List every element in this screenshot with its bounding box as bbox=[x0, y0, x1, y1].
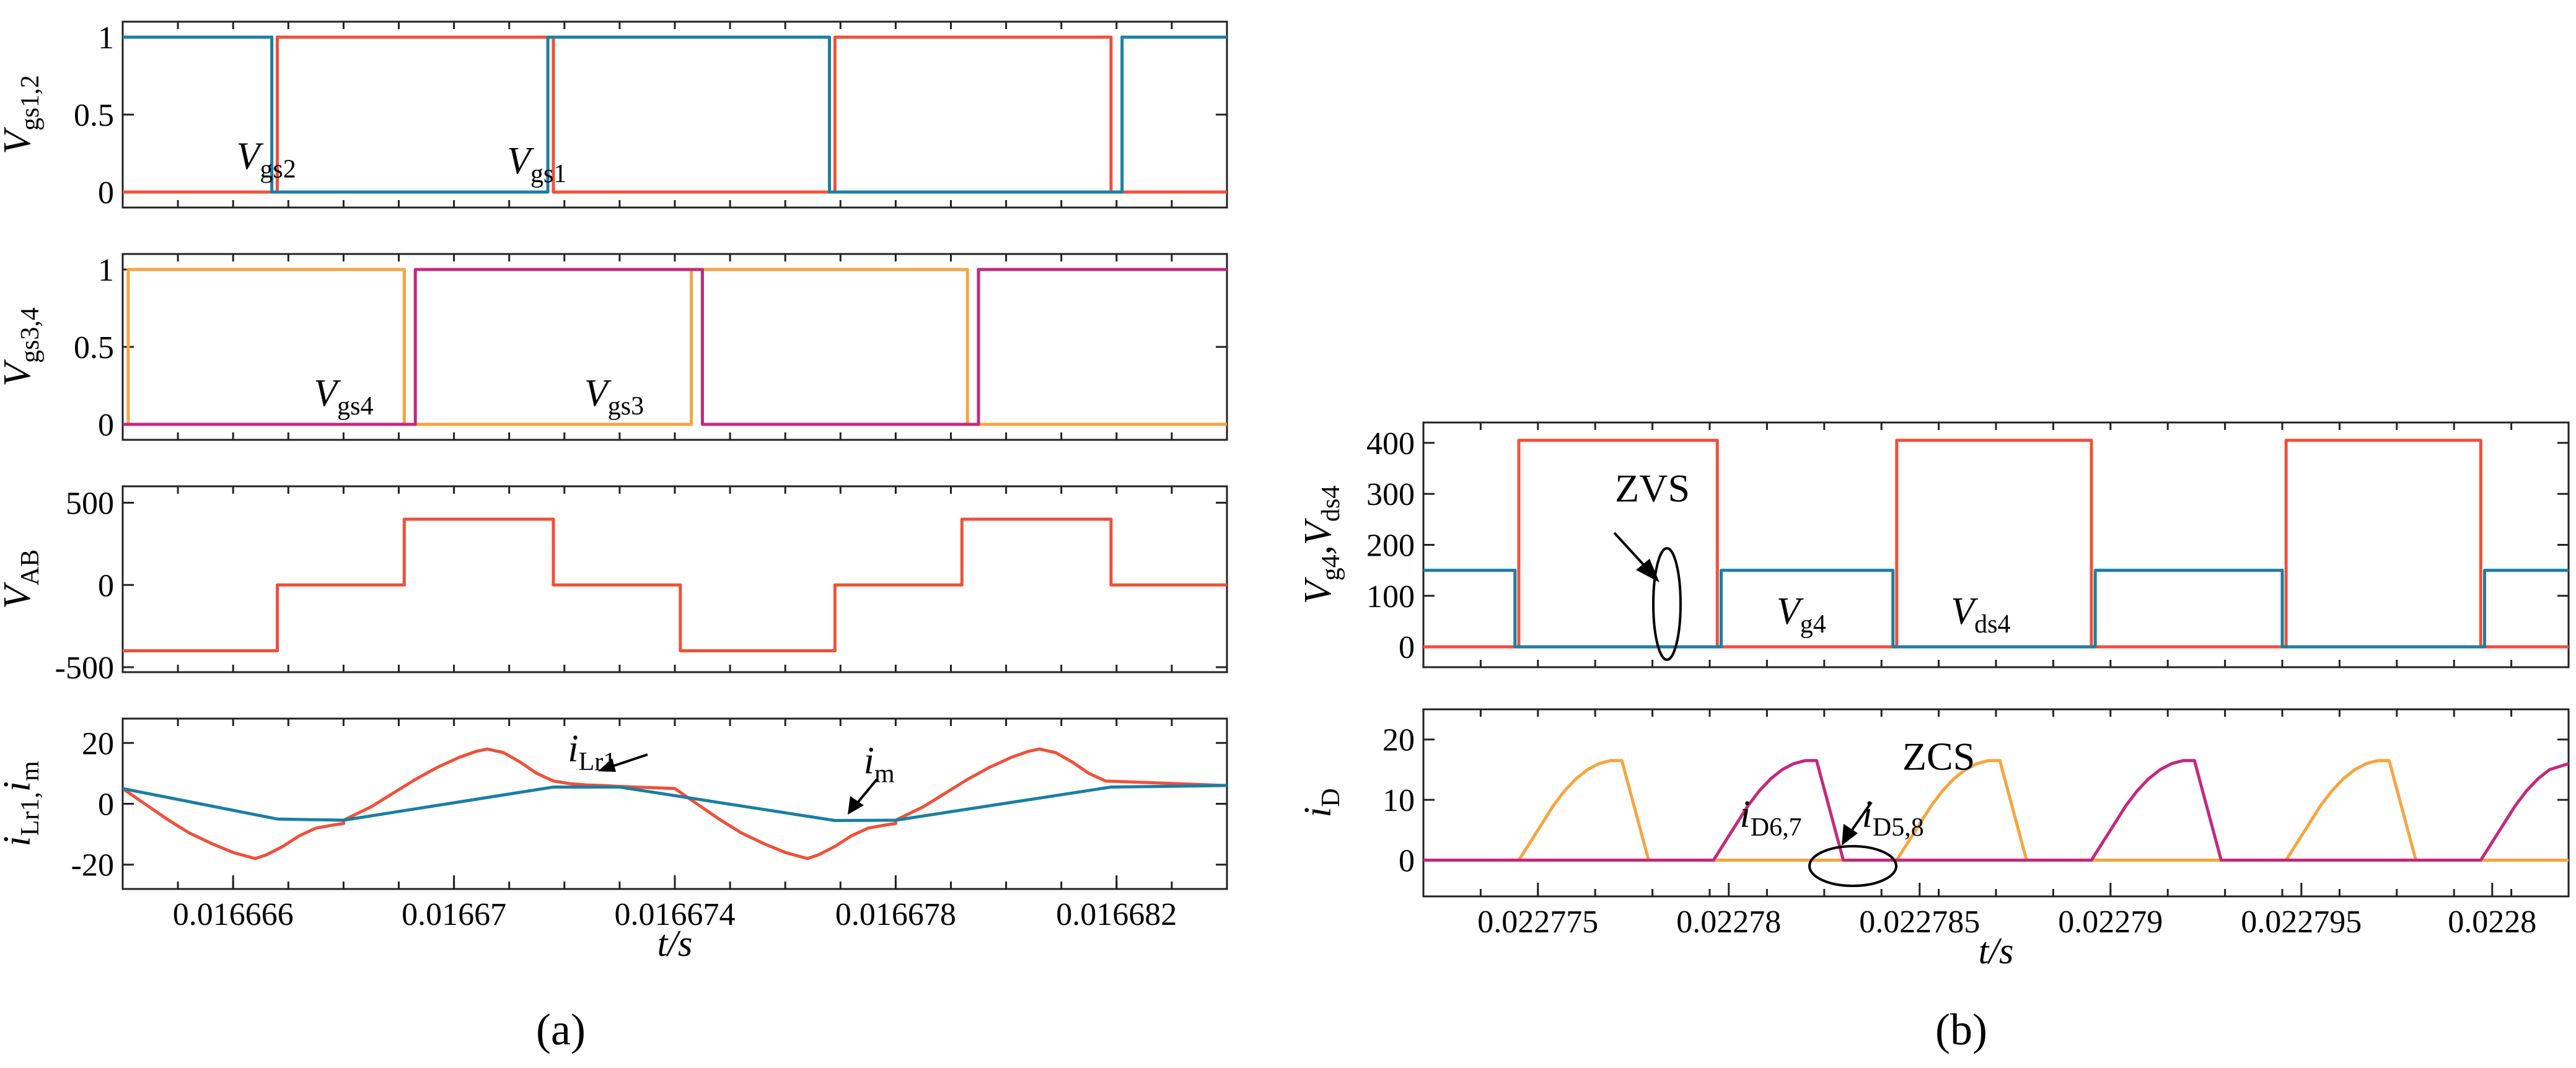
chart-ilr1-im: -20 0 20 0.016666 0.01667 0.016674 0.016678 0.0… bbox=[0, 717, 1228, 964]
series-vab bbox=[123, 517, 1227, 652]
series-vgs4 bbox=[123, 268, 1227, 426]
vgs1-label: Vgs1 bbox=[507, 140, 566, 188]
y-tick-label: 20 bbox=[1383, 723, 1415, 758]
plot-frame bbox=[121, 485, 1228, 673]
y-tick-label: 1 bbox=[98, 253, 114, 288]
zvs-ellipse bbox=[1652, 547, 1682, 661]
y-axis-label: Vgs1,2 bbox=[0, 75, 45, 154]
plot-frame bbox=[121, 253, 1228, 441]
series-vgs3 bbox=[123, 268, 1227, 426]
im-arrow-line bbox=[855, 778, 878, 805]
series-id5-8 bbox=[1423, 759, 2569, 862]
plot-frame bbox=[1422, 708, 2570, 898]
y-tick-label: 20 bbox=[82, 726, 114, 761]
x-axis-label: t/s bbox=[657, 923, 693, 964]
vgs3-label: Vgs3 bbox=[584, 372, 644, 421]
series-vg4 bbox=[1423, 569, 2569, 649]
zvs-arrow-head bbox=[1636, 559, 1659, 582]
y-axis-label: Vg4,Vds4 bbox=[1297, 486, 1345, 605]
y-tick-label: 400 bbox=[1366, 426, 1415, 462]
id58-label: iD5,8 bbox=[1862, 794, 1924, 842]
x-tick-label: 0.02278 bbox=[1676, 904, 1781, 940]
zvs-arrow-line bbox=[1613, 532, 1650, 571]
y-tick-label: 500 bbox=[66, 486, 114, 522]
x-axis-label: t/s bbox=[1979, 930, 2014, 971]
x-tick-label: 0.016674 bbox=[615, 897, 736, 932]
vgs2-label: Vgs2 bbox=[237, 136, 296, 184]
panel-label-a: (a) bbox=[536, 1005, 586, 1054]
x-tick-label: 0.022795 bbox=[2241, 904, 2362, 940]
zcs-ellipse bbox=[1808, 845, 1897, 887]
x-tick-label: 0.0228 bbox=[2448, 904, 2536, 940]
chart-vgs12: 0 0.5 1 Vgs1,2 Vgs1 Vgs2 bbox=[0, 20, 1228, 211]
y-tick-label: 0 bbox=[98, 568, 114, 603]
zvs-marker bbox=[1613, 532, 1682, 661]
y-tick-label: -20 bbox=[71, 848, 114, 883]
series-vgs1 bbox=[123, 35, 1227, 194]
y-tick-label: 0 bbox=[98, 175, 114, 211]
zcs-arrow-head bbox=[1842, 824, 1858, 846]
y-tick-label: 10 bbox=[1383, 783, 1415, 818]
y-tick-label: 0 bbox=[1399, 630, 1415, 665]
y-axis-label: Vgs3,4 bbox=[0, 307, 45, 387]
y-tick-label: 0.5 bbox=[74, 330, 114, 365]
x-tick-label: 0.022785 bbox=[1859, 904, 1980, 940]
zcs-label: ZCS bbox=[1902, 734, 1975, 778]
chart-vab: -500 0 500 VAB bbox=[0, 485, 1228, 686]
zcs-marker bbox=[1808, 801, 1897, 887]
chart-id: 0 10 20 0.022775 0.02278 0.022785 0.02279 0.022… bbox=[1297, 708, 2570, 971]
vgs4-label: Vgs4 bbox=[314, 372, 373, 421]
im-label: im bbox=[864, 740, 895, 788]
series-im bbox=[123, 784, 1227, 822]
a4-arrows bbox=[598, 753, 878, 815]
y-tick-label: 100 bbox=[1366, 579, 1415, 615]
x-tick-label: 0.02279 bbox=[2058, 904, 2163, 940]
x-tick-label: 0.016678 bbox=[835, 897, 956, 932]
x-tick-label: 0.01667 bbox=[402, 897, 506, 932]
im-arrow-head bbox=[848, 796, 864, 815]
y-tick-label: 0 bbox=[98, 787, 114, 823]
y-tick-label: 0.5 bbox=[74, 98, 114, 133]
y-tick-label: 200 bbox=[1366, 528, 1415, 564]
y-axis-label: VAB bbox=[0, 549, 45, 609]
y-tick-label: 0 bbox=[1399, 844, 1415, 879]
y-tick-label: 0 bbox=[98, 408, 114, 443]
zcs-arrow-line bbox=[1848, 801, 1873, 834]
chart-vgs34: 0 0.5 1 Vgs3,4 Vgs4 Vgs3 bbox=[0, 253, 1228, 443]
chart-vg4-vds4: 0 100 200 300 400 Vg4,Vds4 ZVS Vg4 Vds4 bbox=[1297, 421, 2570, 668]
panel-label-b: (b) bbox=[1935, 1005, 1987, 1054]
x-tick-label: 0.016682 bbox=[1056, 897, 1177, 932]
vds4-label: Vds4 bbox=[1951, 590, 2010, 639]
y-axis-label: iLr1,im bbox=[0, 761, 45, 847]
plot-frame bbox=[121, 717, 1228, 890]
series-vgs2 bbox=[123, 35, 1227, 194]
y-tick-label: -500 bbox=[55, 650, 114, 686]
x-tick-label: 0.022775 bbox=[1477, 904, 1598, 940]
y-tick-label: 1 bbox=[98, 20, 114, 56]
series-ilr1 bbox=[123, 747, 1227, 860]
y-axis-label: iD bbox=[1297, 788, 1345, 818]
ilr1-arrow-line bbox=[610, 753, 648, 768]
ilr1-arrow-head bbox=[598, 758, 616, 772]
zvs-label: ZVS bbox=[1615, 466, 1690, 510]
series-vds4 bbox=[1423, 439, 2569, 649]
x-tick-label: 0.016666 bbox=[173, 897, 294, 932]
id67-label: iD6,7 bbox=[1740, 794, 1802, 842]
vg4-label: Vg4 bbox=[1777, 590, 1826, 639]
series-id6-7 bbox=[1423, 759, 2569, 862]
y-tick-label: 300 bbox=[1366, 477, 1415, 512]
